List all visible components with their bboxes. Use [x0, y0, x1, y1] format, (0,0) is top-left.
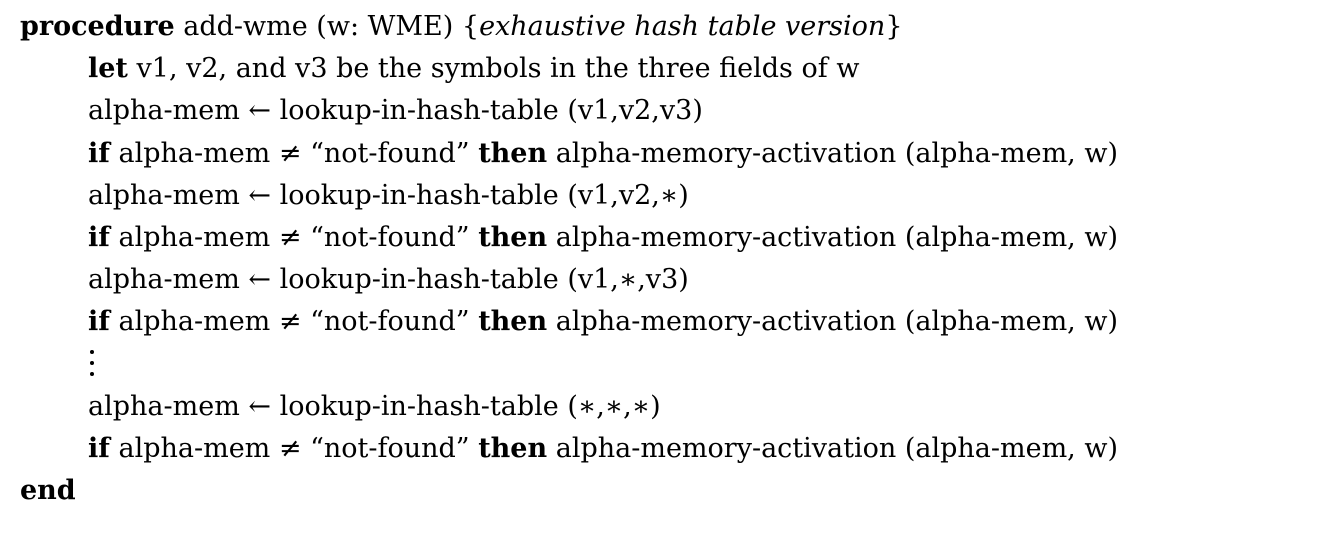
if-keyword: if	[88, 137, 110, 169]
activation-call: alpha-memory-activation (alpha-mem, w)	[555, 137, 1118, 169]
vertical-ellipsis-icon	[88, 344, 98, 386]
activation-call: alpha-memory-activation (alpha-mem, w)	[555, 221, 1118, 253]
let-text: v1, v2, and v3 be the symbols in the thr…	[136, 53, 860, 85]
comment-close-brace: }	[885, 11, 903, 42]
pseudocode-block: procedure add-wme (w: WME) {exhaustive h…	[20, 6, 1330, 512]
then-keyword: then	[478, 432, 548, 464]
comment-open-brace: {	[461, 11, 480, 42]
lookup-assign-line: alpha-mem ← lookup-in-hash-table (v1,v2,…	[20, 175, 1330, 217]
lookup-assign-line: alpha-mem ← lookup-in-hash-table (v1,v2,…	[20, 90, 1330, 132]
if-condition: alpha-mem ≠ “not-found”	[118, 221, 470, 253]
lookup-assign-text: alpha-mem ← lookup-in-hash-table (v1,v2,…	[88, 179, 689, 211]
if-keyword: if	[88, 221, 110, 253]
let-keyword: let	[88, 53, 128, 85]
procedure-keyword: procedure	[20, 11, 175, 42]
then-keyword: then	[478, 221, 548, 253]
let-line: let v1, v2, and v3 be the symbols in the…	[20, 48, 1330, 90]
lookup-assign-text: alpha-mem ← lookup-in-hash-table (v1,v2,…	[88, 95, 703, 127]
if-keyword: if	[88, 432, 110, 464]
if-keyword: if	[88, 306, 110, 338]
lookup-assign-text: alpha-mem ← lookup-in-hash-table (∗,∗,∗)	[88, 390, 661, 422]
if-condition: alpha-mem ≠ “not-found”	[118, 306, 470, 338]
procedure-header-line: procedure add-wme (w: WME) {exhaustive h…	[20, 6, 1330, 48]
lookup-assign-text: alpha-mem ← lookup-in-hash-table (v1,∗,v…	[88, 264, 689, 296]
activation-call: alpha-memory-activation (alpha-mem, w)	[555, 432, 1118, 464]
activation-call: alpha-memory-activation (alpha-mem, w)	[555, 306, 1118, 338]
if-activation-line: if alpha-mem ≠ “not-found” then alpha-me…	[20, 133, 1330, 175]
lookup-assign-line: alpha-mem ← lookup-in-hash-table (∗,∗,∗)	[20, 386, 1330, 428]
end-line: end	[20, 470, 1330, 512]
if-condition: alpha-mem ≠ “not-found”	[118, 137, 470, 169]
then-keyword: then	[478, 137, 548, 169]
if-activation-line: if alpha-mem ≠ “not-found” then alpha-me…	[20, 217, 1330, 259]
if-condition: alpha-mem ≠ “not-found”	[118, 432, 470, 464]
procedure-comment: exhaustive hash table version	[479, 11, 886, 42]
if-activation-line: if alpha-mem ≠ “not-found” then alpha-me…	[20, 301, 1330, 343]
ellipsis-line	[20, 344, 1330, 386]
end-keyword: end	[20, 475, 76, 507]
lookup-assign-line: alpha-mem ← lookup-in-hash-table (v1,∗,v…	[20, 259, 1330, 301]
procedure-signature: add-wme (w: WME)	[183, 11, 454, 42]
if-activation-line: if alpha-mem ≠ “not-found” then alpha-me…	[20, 428, 1330, 470]
then-keyword: then	[478, 306, 548, 338]
